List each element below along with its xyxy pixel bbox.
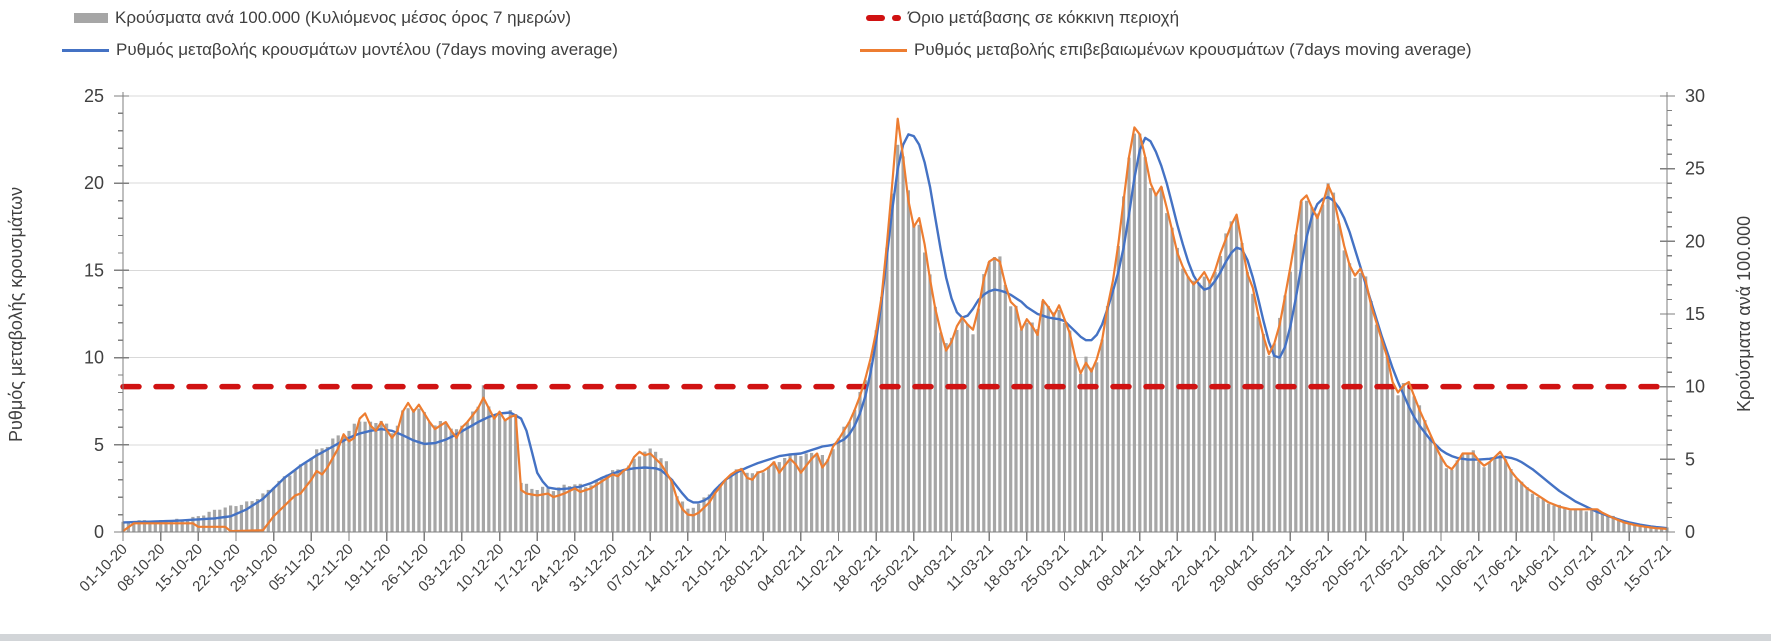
svg-text:5: 5 — [1685, 449, 1695, 469]
left-axis-tick-labels: 0 5 10 15 20 25 — [84, 86, 104, 542]
svg-text:20: 20 — [1685, 231, 1705, 251]
svg-text:25: 25 — [84, 86, 104, 106]
svg-text:5: 5 — [94, 435, 104, 455]
svg-text:0: 0 — [94, 522, 104, 542]
threshold-dash-marker — [866, 15, 901, 21]
svg-text:20: 20 — [84, 173, 104, 193]
legend-label-threshold: Όριο μετάβασης σε κόκκινη περιοχή — [908, 8, 1180, 27]
legend-item-confirmed-line: Ρυθμός μεταβολής επιβεβαιωμένων κρουσμάτ… — [860, 38, 1472, 62]
svg-text:10: 10 — [84, 348, 104, 368]
legend-label-model: Ρυθμός μεταβολής κρουσμάτων μοντέλου (7d… — [116, 40, 618, 59]
model-line-marker — [62, 48, 109, 52]
window-edge — [0, 634, 1771, 641]
right-axis-title: Κρούσματα ανά 100.000 — [1734, 215, 1754, 413]
bars-series — [121, 133, 1669, 533]
left-axis-title: Ρυθμός μεταβολής κρουσμάτων — [6, 186, 26, 442]
svg-text:30: 30 — [1685, 86, 1705, 106]
confirmed-line-marker — [860, 48, 907, 52]
legend-item-model-line: Ρυθμός μεταβολής κρουσμάτων μοντέλου (7d… — [62, 38, 618, 62]
svg-text:15: 15 — [1685, 304, 1705, 324]
axes — [114, 92, 1675, 541]
legend-label-confirmed: Ρυθμός μεταβολής επιβεβαιωμένων κρουσμάτ… — [914, 40, 1472, 59]
confirmed-line — [122, 117, 1668, 533]
svg-text:15: 15 — [84, 260, 104, 280]
right-axis-tick-labels: 0 5 10 15 20 25 30 — [1685, 86, 1705, 542]
svg-text:25: 25 — [1685, 159, 1705, 179]
bars-swatch — [74, 13, 108, 23]
svg-text:10: 10 — [1685, 377, 1705, 397]
legend-label-bars: Κρούσματα ανά 100.000 (Κυλιόμενος μέσος … — [115, 8, 572, 27]
legend-item-threshold: Όριο μετάβασης σε κόκκινη περιοχή — [866, 6, 1179, 30]
model-line — [122, 133, 1668, 530]
x-axis-tick-labels: 01-10-2008-10-2015-10-2022-10-2029-10-20… — [76, 541, 1674, 595]
svg-text:0: 0 — [1685, 522, 1695, 542]
legend-item-bars: Κρούσματα ανά 100.000 (Κυλιόμενος μέσος … — [74, 6, 571, 30]
